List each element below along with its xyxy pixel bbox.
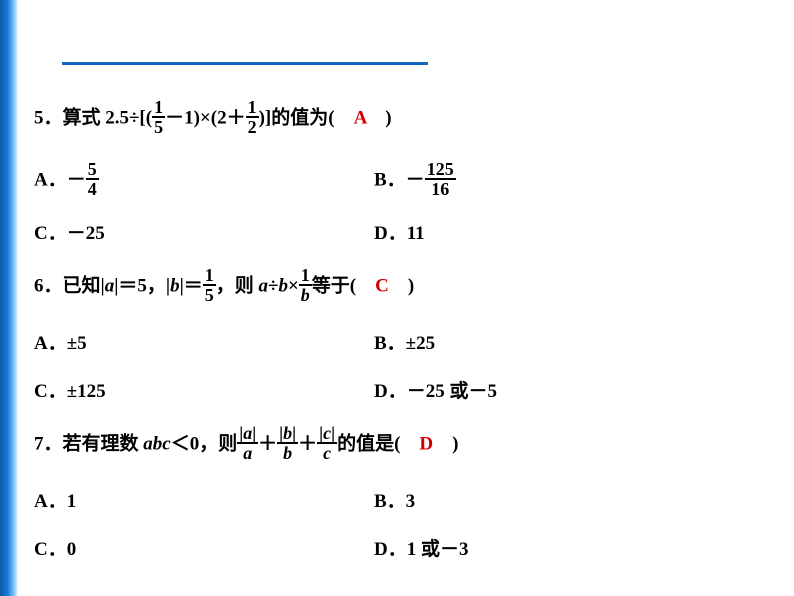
q5-opt-b: B．－12516: [374, 162, 456, 200]
q7-row-ab: A．1 B．3: [34, 488, 774, 516]
q5-opt-a: A．－54: [34, 162, 374, 200]
q5-answer: A: [354, 107, 367, 128]
content-area: 5．算式 2.5÷[(15－1)×(2＋12)]的值为( A ) A．－54 B…: [34, 100, 774, 564]
q6-opt-d: D．－25 或－5: [374, 378, 497, 406]
q5-frac-1: 15: [152, 98, 165, 136]
q6-row-cd: C．±125 D．－25 或－5: [34, 378, 774, 406]
q5-frac-2: 12: [246, 98, 259, 136]
q7-opt-c: C．0: [34, 536, 374, 564]
q5-opt-d: D．11: [374, 220, 425, 248]
q7-stem: 7．若有理数 abc＜0，则|a|a＋|b|b＋|c|c的值是( D ): [34, 426, 774, 464]
q7-row-cd: C．0 D．1 或－3: [34, 536, 774, 564]
q5-text-2: －1)×(2＋: [165, 107, 245, 128]
q5-text-4: ): [366, 107, 391, 128]
q5-row-cd: C．－25 D．11: [34, 220, 774, 248]
q6-opt-a: A．±5: [34, 330, 374, 358]
q6-stem: 6．已知|a|＝5，|b|＝15，则 a÷b×1b等于( C ): [34, 268, 774, 306]
q7-answer: D: [419, 433, 433, 454]
q6-opt-c: C．±125: [34, 378, 374, 406]
q7-opt-a: A．1: [34, 488, 374, 516]
q5-stem: 5．算式 2.5÷[(15－1)×(2＋12)]的值为( A ): [34, 100, 774, 138]
left-accent-bar: [0, 0, 18, 596]
q6-answer: C: [375, 275, 389, 296]
q7-opt-d: D．1 或－3: [374, 536, 468, 564]
q5-text-1: 5．算式 2.5÷[(: [34, 107, 152, 128]
q5-row-ab: A．－54 B．－12516: [34, 162, 774, 200]
title-underline: [62, 62, 428, 65]
q5-text-3: )]的值为(: [259, 107, 354, 128]
q7-opt-b: B．3: [374, 488, 415, 516]
q5-opt-c: C．－25: [34, 220, 374, 248]
q6-opt-b: B．±25: [374, 330, 435, 358]
q6-row-ab: A．±5 B．±25: [34, 330, 774, 358]
